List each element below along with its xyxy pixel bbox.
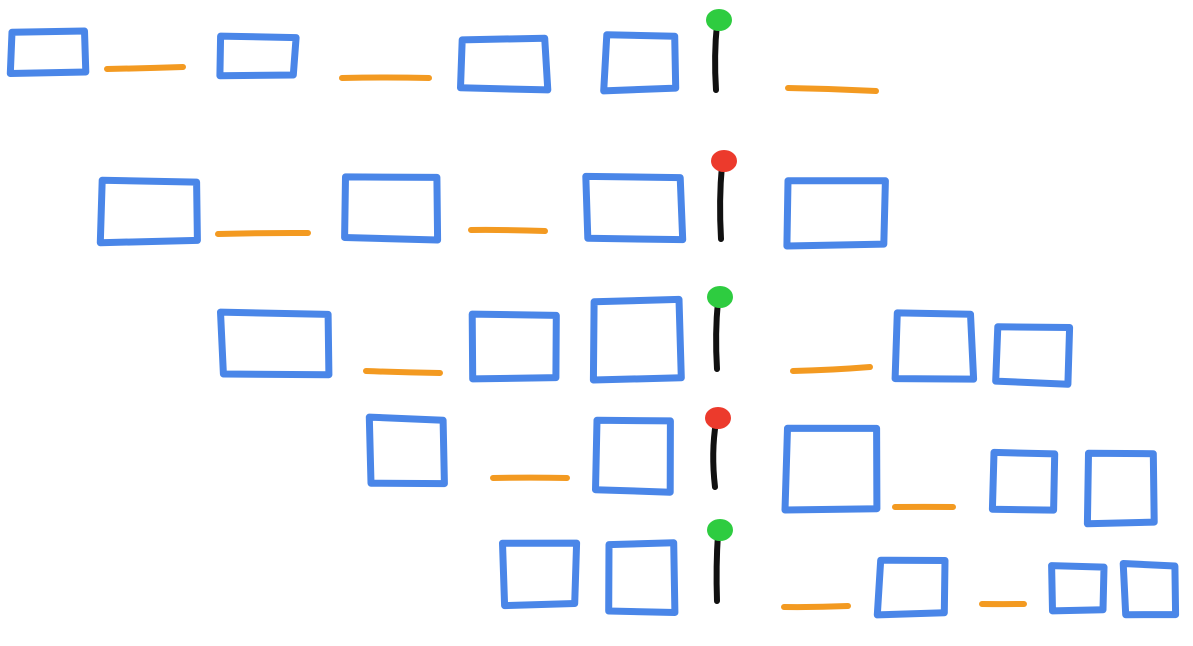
timeline-row-5	[499, 519, 1180, 619]
block-box	[96, 176, 201, 247]
block-box	[6, 27, 90, 77]
block-box	[341, 173, 442, 244]
marker-pin-red	[705, 407, 731, 490]
timeline-row-2	[96, 150, 889, 250]
block-box	[217, 308, 333, 379]
block-box	[891, 309, 978, 383]
block-box	[589, 295, 685, 384]
block-box	[992, 323, 1074, 388]
pin-stem	[713, 298, 721, 372]
block-box	[365, 413, 448, 488]
block-box	[592, 416, 674, 496]
block-box	[1048, 562, 1108, 615]
timeline-row-1	[6, 9, 879, 95]
marker-pin-green	[707, 286, 733, 372]
pin-stem	[712, 21, 720, 93]
pin-head-green	[707, 519, 733, 541]
timeline-row-4	[365, 407, 1158, 528]
pin-head-red	[711, 150, 737, 172]
gap-dash	[363, 368, 443, 376]
gap-dash	[215, 229, 311, 237]
block-box	[499, 539, 581, 610]
gap-dash	[339, 74, 432, 81]
marker-pin-green	[707, 519, 733, 604]
block-box	[468, 310, 560, 383]
pin-stem	[713, 531, 721, 604]
gap-dash	[785, 85, 879, 94]
block-box	[783, 177, 889, 250]
block-box	[1083, 449, 1158, 528]
block-box	[457, 34, 552, 94]
timeline-row-3	[217, 286, 1074, 388]
block-box	[582, 172, 687, 244]
marker-pin-red	[711, 150, 737, 242]
gap-dash	[468, 226, 548, 234]
pin-head-red	[705, 407, 731, 429]
block-box	[600, 31, 680, 95]
pin-stem	[717, 162, 725, 242]
block-box	[988, 448, 1059, 514]
pin-head-green	[707, 286, 733, 308]
block-box	[781, 424, 881, 514]
pin-stem	[710, 419, 719, 490]
block-box	[873, 556, 949, 619]
pin-head-green	[706, 9, 732, 31]
gap-dash	[781, 603, 851, 611]
gap-dash	[790, 364, 873, 374]
block-box	[605, 539, 679, 616]
block-box	[216, 32, 300, 80]
block-box	[1119, 560, 1180, 619]
marker-pin-green	[706, 9, 732, 93]
gap-dash	[104, 64, 186, 72]
